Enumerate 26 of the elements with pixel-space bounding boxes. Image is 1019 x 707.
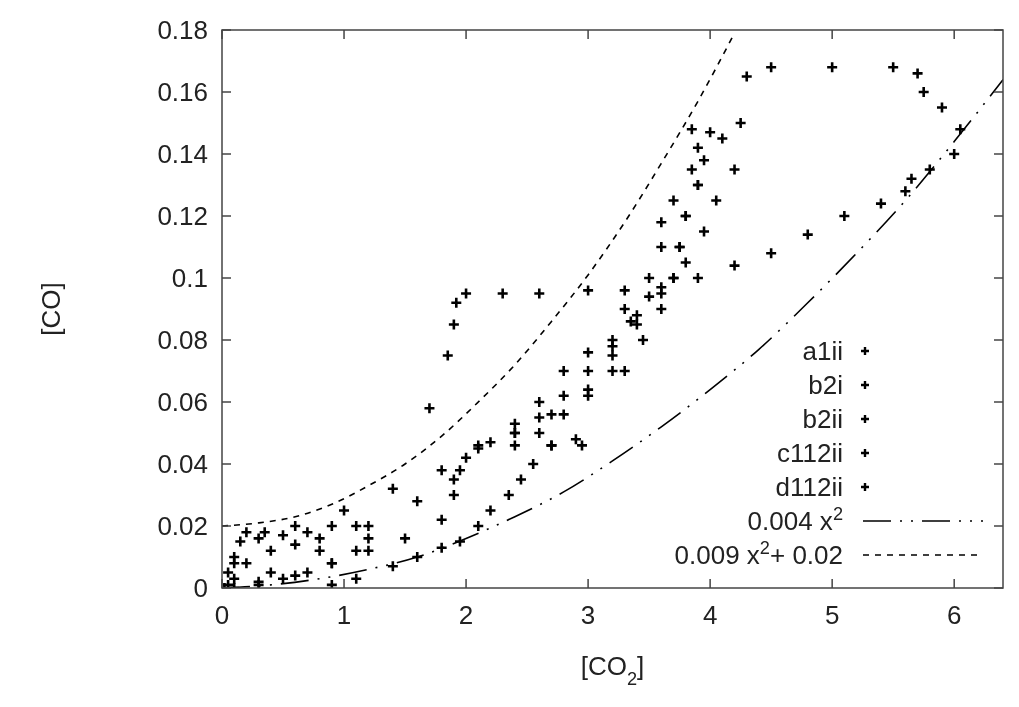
legend-label: a1ii — [802, 336, 843, 366]
y-tick-label: 0.04 — [157, 449, 208, 479]
y-tick-label: 0.16 — [157, 77, 208, 107]
y-tick-label: 0.12 — [157, 201, 208, 231]
x-axis-title: [CO$_{2}$] — [580, 651, 645, 689]
legend-label: c112ii — [776, 438, 843, 468]
y-tick-label: 0.02 — [157, 511, 208, 541]
x-tick-label: 5 — [824, 600, 840, 630]
legend-label: 0.004 x$^{2}$ — [747, 504, 843, 536]
y-tick-label: 0.18 — [157, 15, 208, 45]
legend-label: 0.009 x$^{2}$+ 0.02 — [674, 538, 843, 570]
y-tick-label: 0.08 — [157, 325, 208, 355]
x-tick-label: 4 — [702, 600, 718, 630]
legend-label: d112ii — [775, 472, 843, 502]
y-tick-label: 0.14 — [157, 139, 208, 169]
legend-label: b2ii — [802, 404, 843, 434]
x-tick-label: 2 — [458, 600, 474, 630]
x-tick-label: 1 — [336, 600, 352, 630]
x-tick-label: 6 — [946, 600, 962, 630]
y-tick-label: 0 — [193, 573, 208, 603]
legend-label: b2i — [808, 370, 843, 400]
x-tick-label: 0 — [214, 600, 230, 630]
y-axis-title: [CO] — [36, 282, 66, 336]
y-tick-label: 0.1 — [171, 263, 208, 293]
x-tick-label: 3 — [580, 600, 596, 630]
y-tick-label: 0.06 — [157, 387, 208, 417]
